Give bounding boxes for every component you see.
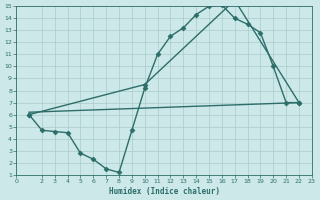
X-axis label: Humidex (Indice chaleur): Humidex (Indice chaleur) xyxy=(108,187,220,196)
